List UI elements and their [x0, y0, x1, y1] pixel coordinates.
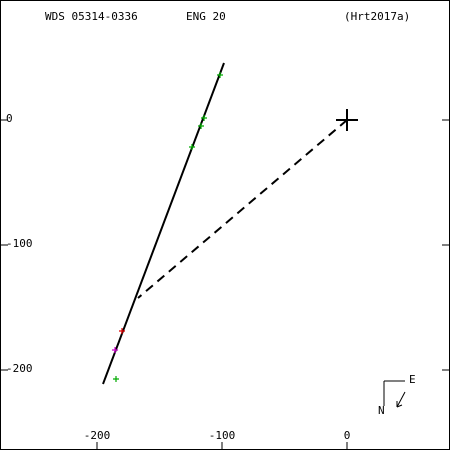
- x-tick-label: 0: [344, 429, 351, 442]
- y-tick-label: 0: [6, 112, 13, 125]
- compass-north: N: [378, 404, 385, 417]
- compass-arrowhead: [396, 401, 403, 408]
- observation: [113, 376, 119, 382]
- observation: [189, 144, 195, 150]
- x-tick-label: -100: [209, 429, 236, 442]
- chart-title: WDS 05314-0336: [45, 10, 138, 23]
- observation: [119, 328, 125, 334]
- primary-star: [336, 109, 358, 131]
- compass-east: E: [409, 373, 416, 386]
- reference: (Hrt2017a): [344, 10, 410, 23]
- node-line: [137, 119, 348, 299]
- chart-subtitle: ENG 20: [186, 10, 226, 23]
- y-tick-label: -200: [6, 362, 33, 375]
- x-tick-label: -200: [84, 429, 111, 442]
- observation: [217, 72, 223, 78]
- y-tick-label: -100: [6, 237, 33, 250]
- observation: [112, 347, 118, 353]
- observation: [201, 115, 207, 121]
- compass-arrow: [396, 391, 406, 408]
- orbit-line: [102, 62, 225, 385]
- observation: [198, 123, 204, 129]
- compass: N E: [378, 373, 416, 417]
